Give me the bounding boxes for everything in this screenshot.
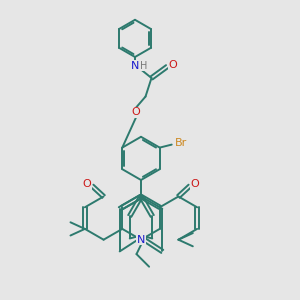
Text: H: H (140, 61, 147, 71)
Text: N: N (130, 61, 139, 71)
Text: O: O (168, 60, 177, 70)
Text: Br: Br (175, 138, 187, 148)
Text: O: O (131, 107, 140, 117)
Text: O: O (191, 179, 200, 189)
Text: O: O (82, 179, 91, 189)
Text: N: N (137, 235, 145, 245)
